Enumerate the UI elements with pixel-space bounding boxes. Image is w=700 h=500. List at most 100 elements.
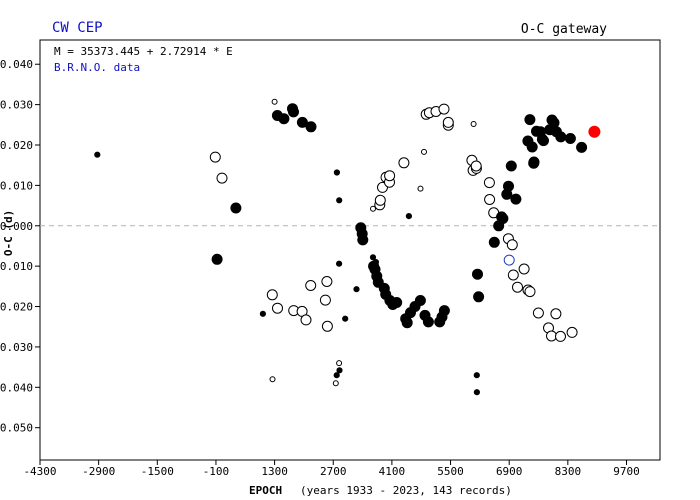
axis-ticks: -4300 -2900 -1500 -100 1300 2700 4100 5500 6900 8… [0, 58, 640, 478]
data-point-filled-large [305, 121, 317, 133]
data-point-open-large [506, 239, 518, 251]
y-tick-label: -0.040 [0, 381, 33, 394]
data-point-filled-large [422, 316, 434, 328]
data-point-filled-small [333, 169, 340, 176]
y-tick-label: -0.050 [0, 422, 33, 435]
data-point-filled-small [94, 151, 101, 158]
data-point-filled-large [528, 156, 540, 168]
y-tick-label: 0.010 [0, 179, 33, 192]
data-point-open-small [271, 98, 278, 105]
data-point-filled-large [414, 295, 426, 306]
x-tick-label: 2700 [320, 465, 347, 478]
data-point-filled-large [538, 135, 549, 147]
data-point-filled-large [296, 116, 308, 128]
data-point-open-small [269, 376, 276, 383]
data-point-filled-large [211, 253, 223, 265]
data-point-open-large [546, 330, 557, 342]
data-point-filled-small [259, 310, 266, 317]
data-point-open-large [512, 281, 523, 293]
y-tick-label: 0.000 [0, 220, 33, 233]
data-point-open-small [417, 185, 424, 192]
data-point-filled-large [438, 305, 450, 317]
data-point-open-large [442, 116, 454, 128]
data-point-filled-small [333, 372, 340, 379]
data-point-open-small [370, 205, 376, 212]
y-tick-label: 0.040 [0, 58, 33, 71]
data-point-filled-small [473, 372, 480, 379]
data-point-filled-large [524, 114, 536, 126]
data-point-open-large [384, 170, 396, 182]
data-point-filled-small [353, 286, 360, 293]
data-point-filled-large [472, 268, 483, 280]
data-point-open-large [524, 286, 536, 298]
data-point-open-large [507, 269, 519, 281]
data-point-filled-small [369, 254, 377, 261]
data-point-open-large [532, 307, 544, 319]
data-point-filled-small [342, 315, 349, 322]
x-axis-label: EPOCH [249, 484, 282, 497]
data-point-filled-small [336, 367, 343, 374]
data-point-filled-large [357, 234, 369, 246]
data-point-filled-large [505, 160, 517, 172]
data-point-open-large [483, 177, 495, 189]
data-points [94, 98, 601, 396]
x-tick-label: 8300 [555, 465, 582, 478]
data-point-filled-large [288, 106, 299, 118]
x-tick-label: 9700 [613, 465, 640, 478]
data-point-filled-small [372, 259, 379, 266]
data-point-filled-small [405, 213, 412, 220]
data-point-open-large [321, 276, 333, 287]
data-point-open-large [319, 294, 331, 306]
data-point-filled-large [510, 193, 522, 205]
data-point-open-large [398, 157, 410, 169]
x-tick-label: -2900 [82, 465, 115, 478]
data-point-open-blue [503, 254, 515, 266]
data-point-filled-large [564, 133, 576, 144]
data-point-open-large [555, 330, 566, 342]
y-tick-label: 0.030 [0, 99, 33, 112]
data-point-filled-large [278, 113, 290, 125]
x-axis-note: (years 1933 - 2023, 143 records) [300, 484, 512, 497]
data-point-filled-large [391, 297, 403, 308]
data-point-open-large [566, 326, 578, 338]
x-tick-label: -100 [203, 465, 230, 478]
data-point-filled-small [473, 389, 480, 396]
x-tick-label: 5500 [437, 465, 464, 478]
data-point-open-large [484, 194, 496, 205]
y-axis-label: O-C (d) [2, 210, 15, 256]
data-point-open-small [470, 121, 477, 127]
ephemeris-formula: M = 35373.445 + 2.72914 * E [54, 45, 233, 58]
y-tick-label: 0.020 [0, 139, 33, 152]
chart-title: CW CEP [52, 20, 103, 36]
data-point-filled-large [526, 141, 538, 153]
data-point-filled-large [548, 117, 560, 129]
x-tick-label: -4300 [23, 465, 56, 478]
data-point-open-small [421, 148, 427, 155]
x-tick-label: 6900 [496, 465, 523, 478]
data-point-filled-large [497, 213, 509, 224]
data-point-open-large [266, 289, 278, 301]
data-point-open-small [336, 360, 343, 367]
data-point-open-large [216, 172, 228, 184]
data-source: B.R.N.O. data [54, 61, 140, 74]
data-point-open-large [209, 151, 221, 163]
data-point-filled-large [576, 141, 588, 153]
data-point-filled-small [336, 197, 343, 204]
data-point-filled-large [555, 131, 567, 143]
data-point-filled-large [503, 180, 514, 192]
x-tick-label: -1500 [141, 465, 174, 478]
gateway-label: O-C gateway [521, 22, 607, 37]
data-point-filled-large [473, 291, 485, 303]
data-point-filled-small [336, 260, 343, 267]
y-tick-label: -0.020 [0, 301, 33, 314]
y-tick-label: -0.030 [0, 341, 33, 354]
data-point-open-large [272, 302, 283, 314]
data-point-filled-large [401, 317, 413, 329]
data-point-open-large [305, 280, 317, 291]
data-point-open-large [470, 160, 482, 172]
plot-frame [39, 39, 661, 461]
y-tick-label: -0.010 [0, 260, 33, 273]
data-point-open-large [438, 103, 450, 115]
x-tick-label: 1300 [261, 465, 288, 478]
